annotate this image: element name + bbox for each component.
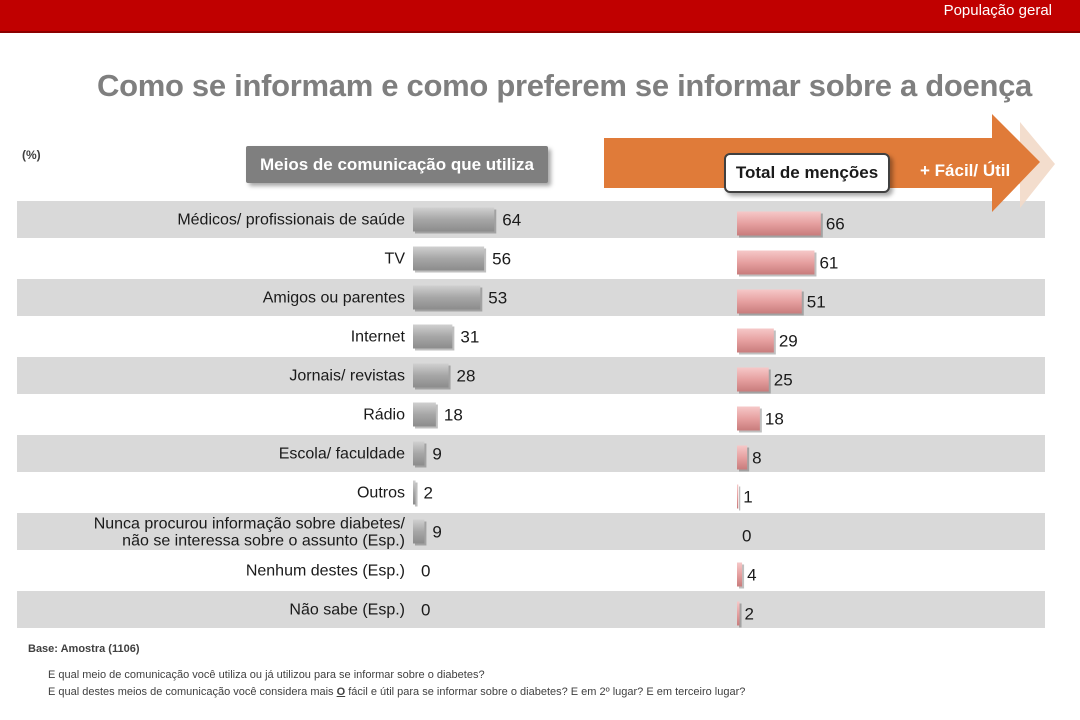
- value-label-right: 18: [765, 410, 784, 429]
- population-tag: População geral: [943, 2, 1052, 19]
- bar-left: [413, 441, 425, 466]
- footer-question-2-emph: O: [336, 686, 346, 698]
- category-label: Nunca procurou informação sobre diabetes…: [94, 516, 406, 550]
- footer-question-2: E qual destes meios de comunicação você …: [48, 686, 745, 698]
- unit-label: (%): [22, 148, 41, 162]
- footer-question-1: E qual meio de comunicação você utiliza …: [48, 669, 485, 681]
- value-label-right: 66: [826, 215, 845, 234]
- bar-right: [737, 250, 815, 275]
- bar-right: [737, 289, 802, 314]
- row-stripe: [17, 279, 1045, 316]
- bar-shadow: [739, 486, 741, 511]
- row-stripe: [17, 513, 1045, 550]
- value-label-right: 29: [779, 332, 798, 351]
- value-label-right: 1: [743, 488, 752, 507]
- bar-right: [737, 211, 821, 236]
- bar-left: [413, 402, 436, 427]
- category-label: Médicos/ profissionais de saúde: [177, 212, 405, 229]
- value-label-left: 0: [421, 601, 430, 620]
- category-label: Rádio: [363, 407, 405, 424]
- bar-left: [413, 480, 416, 505]
- footer-question-2-pre: E qual destes meios de comunicação você …: [48, 686, 337, 698]
- bar-shadow: [415, 482, 418, 507]
- value-label-left: 53: [488, 289, 507, 308]
- bar-right: [737, 484, 739, 509]
- page-title: Como se informam e como preferem se info…: [97, 68, 1032, 103]
- value-label-right: 2: [745, 605, 754, 624]
- right-series-header: Total de menções: [724, 153, 890, 193]
- left-series-header: Meios de comunicação que utiliza: [246, 146, 548, 183]
- category-label: Outros: [357, 485, 405, 502]
- category-label: Jornais/ revistas: [289, 368, 405, 385]
- value-label-left: 2: [424, 484, 433, 503]
- value-label-left: 64: [502, 211, 521, 230]
- value-label-right: 4: [747, 566, 756, 585]
- value-label-left: 28: [457, 367, 476, 386]
- category-label: Escola/ faculdade: [279, 446, 405, 463]
- category-label: Internet: [351, 329, 406, 346]
- value-label-right: 51: [807, 293, 826, 312]
- category-label: TV: [385, 251, 406, 268]
- bar-left: [413, 285, 481, 310]
- row-stripe: [17, 357, 1045, 394]
- bar-shadow: [739, 603, 742, 628]
- bar-right: [737, 445, 748, 470]
- category-label: Não sabe (Esp.): [289, 602, 405, 619]
- value-label-left: 56: [492, 250, 511, 269]
- row-stripe: [17, 435, 1045, 472]
- value-label-left: 0: [421, 562, 430, 581]
- bar-left: [413, 363, 449, 388]
- arrow-label: + Fácil/ Útil: [920, 161, 1011, 180]
- category-label: Nenhum destes (Esp.): [246, 563, 405, 580]
- bar-right: [737, 406, 760, 431]
- top-bar: População geral: [0, 0, 1080, 33]
- value-label-right: 25: [774, 371, 793, 390]
- bar-left: [413, 246, 485, 271]
- bar-left: [413, 519, 425, 544]
- value-label-right: 8: [752, 449, 761, 468]
- category-label: Amigos ou parentes: [263, 290, 405, 307]
- bar-right: [737, 328, 774, 353]
- bar-right: [737, 562, 743, 587]
- row-stripe: [17, 591, 1045, 628]
- footer-question-2-post: fácil e útil para se informar sobre o di…: [345, 686, 746, 698]
- value-label-right: 61: [819, 254, 838, 273]
- value-label-left: 9: [432, 445, 441, 464]
- bar-left: [413, 324, 453, 349]
- value-label-left: 9: [432, 523, 441, 542]
- value-label-right: 0: [742, 527, 751, 546]
- bar-right: [737, 601, 740, 626]
- row-stripe: [17, 201, 1045, 238]
- bar-chart: Médicos/ profissionais de saúde 64 66 TV 56 6…: [17, 201, 1045, 628]
- value-label-left: 31: [460, 328, 479, 347]
- footer-base: Base: Amostra (1106): [28, 643, 140, 655]
- bar-right: [737, 367, 769, 392]
- value-label-left: 18: [444, 406, 463, 425]
- bar-left: [413, 207, 495, 232]
